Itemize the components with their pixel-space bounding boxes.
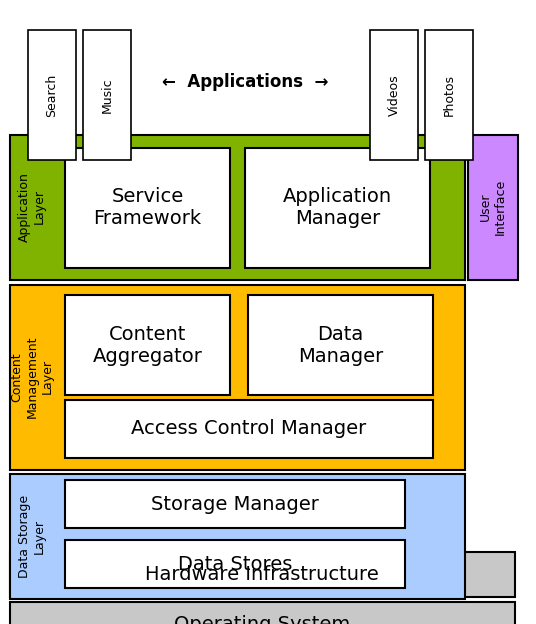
Bar: [28, 30, 76, 160]
Bar: [10, 285, 465, 470]
Text: Photos: Photos: [443, 74, 456, 116]
Bar: [10, 474, 465, 599]
Text: Storage Manager: Storage Manager: [151, 494, 319, 514]
Bar: [248, 295, 433, 395]
Bar: [468, 135, 518, 280]
Text: Service
Framework: Service Framework: [93, 187, 202, 228]
Text: Videos: Videos: [388, 74, 400, 116]
Text: Data
Manager: Data Manager: [298, 324, 383, 366]
Bar: [425, 30, 473, 160]
Text: Hardware Infrastructure: Hardware Infrastructure: [145, 565, 379, 585]
Bar: [245, 148, 430, 268]
Text: ←  Applications  →: ← Applications →: [162, 73, 328, 91]
Bar: [65, 400, 433, 458]
Bar: [65, 480, 405, 528]
Bar: [83, 30, 131, 160]
Text: Content
Aggregator: Content Aggregator: [93, 324, 203, 366]
Text: Data Storage
Layer: Data Storage Layer: [18, 494, 46, 578]
Bar: [65, 148, 230, 268]
Bar: [65, 295, 230, 395]
Text: Search: Search: [46, 74, 58, 117]
Text: Application
Layer: Application Layer: [18, 172, 46, 242]
Text: Operating System: Operating System: [174, 615, 350, 624]
Bar: [10, 552, 515, 597]
Text: Application
Manager: Application Manager: [283, 187, 392, 228]
Bar: [10, 135, 465, 280]
Bar: [10, 602, 515, 624]
Text: User
Interface: User Interface: [479, 179, 507, 235]
Bar: [65, 540, 405, 588]
Text: Access Control Manager: Access Control Manager: [131, 419, 367, 439]
Text: Music: Music: [101, 77, 114, 113]
Bar: [370, 30, 418, 160]
Text: Data Stores: Data Stores: [178, 555, 292, 573]
Text: Content
Management
Layer: Content Management Layer: [11, 336, 54, 418]
